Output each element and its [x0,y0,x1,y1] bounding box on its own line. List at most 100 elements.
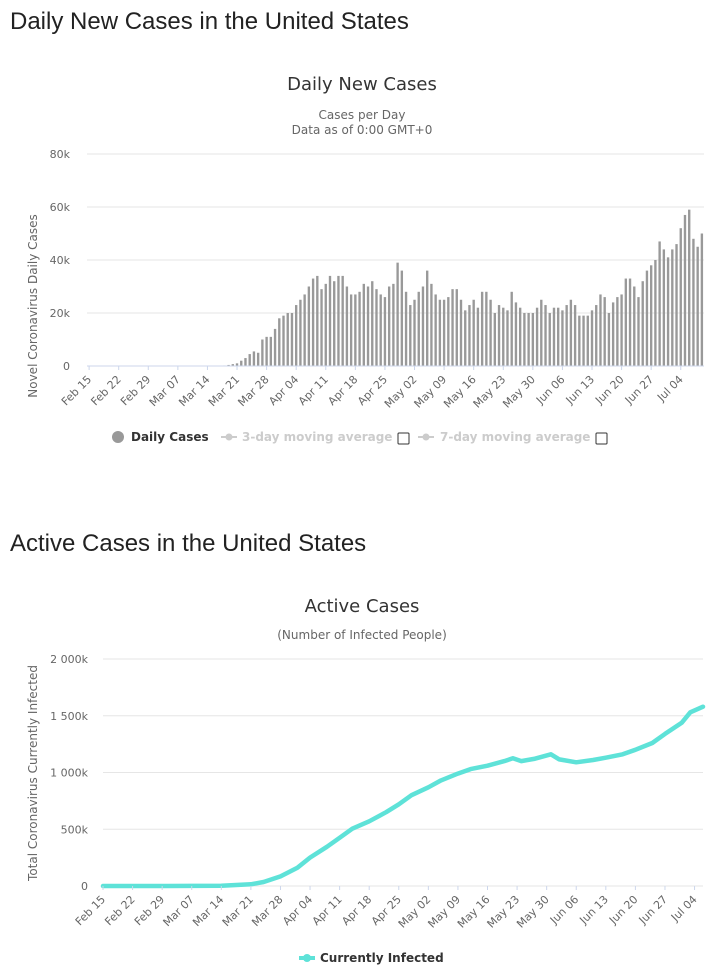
daily-cases-bar[interactable] [333,281,336,366]
daily-cases-bar[interactable] [421,286,425,367]
daily-cases-bar[interactable] [362,283,365,366]
daily-cases-bar[interactable] [535,307,539,366]
daily-cases-bar[interactable] [235,363,239,366]
daily-cases-bar[interactable] [383,297,387,366]
daily-cases-bar[interactable] [375,289,378,366]
daily-cases-bar[interactable] [400,270,404,366]
daily-cases-bar[interactable] [387,286,391,367]
daily-cases-bar[interactable] [345,286,349,367]
daily-cases-bar[interactable] [409,305,412,366]
daily-cases-bar[interactable] [645,270,649,366]
daily-cases-bar[interactable] [586,315,589,366]
daily-cases-bar[interactable] [540,299,543,366]
daily-cases-bar[interactable] [603,297,606,366]
daily-cases-bar[interactable] [349,294,353,366]
daily-cases-bar[interactable] [654,260,657,366]
legend-currently-infected[interactable]: Currently Infected [320,951,444,965]
daily-cases-bar[interactable] [696,246,699,366]
daily-cases-bar[interactable] [557,307,560,366]
daily-cases-bar[interactable] [548,313,551,366]
daily-cases-bar[interactable] [582,315,585,366]
daily-cases-bar[interactable] [320,289,323,366]
legend-7day-checkbox[interactable] [595,432,608,445]
daily-cases-bar[interactable] [269,336,273,366]
daily-cases-bar[interactable] [616,297,619,366]
daily-cases-bar[interactable] [497,305,501,366]
daily-cases-bar[interactable] [442,299,446,366]
daily-cases-bar[interactable] [295,305,298,366]
daily-cases-bar[interactable] [662,249,666,366]
legend-3day-checkbox[interactable] [397,432,410,445]
daily-cases-bar[interactable] [531,313,535,366]
daily-cases-bar[interactable] [337,275,340,366]
daily-cases-bar[interactable] [595,305,598,366]
daily-cases-bar[interactable] [392,283,395,366]
daily-cases-bar[interactable] [324,283,327,366]
daily-cases-bar[interactable] [426,270,429,366]
daily-cases-bar[interactable] [303,294,306,366]
daily-cases-bar[interactable] [434,294,437,366]
daily-cases-bar[interactable] [633,286,636,367]
daily-cases-bar[interactable] [649,265,653,366]
daily-cases-bar[interactable] [671,249,674,366]
legend-daily-cases-marker[interactable] [112,431,124,443]
daily-cases-bar[interactable] [430,283,433,366]
daily-cases-bar[interactable] [620,294,623,366]
daily-cases-bar[interactable] [510,291,513,366]
daily-cases-bar[interactable] [700,233,704,367]
daily-cases-bar[interactable] [358,291,361,366]
daily-cases-bar[interactable] [371,281,374,366]
legend-7day-moving-average[interactable]: 7-day moving average [440,430,590,444]
daily-cases-bar[interactable] [472,299,475,366]
daily-cases-bar[interactable] [451,289,454,366]
daily-cases-bar[interactable] [637,297,640,366]
daily-cases-bar[interactable] [565,305,568,366]
daily-cases-bar[interactable] [396,262,399,366]
daily-cases-bar[interactable] [231,364,234,366]
currently-infected-series-line[interactable] [100,704,706,889]
daily-cases-bar[interactable] [459,299,463,366]
daily-cases-bar[interactable] [447,297,450,366]
daily-cases-bar[interactable] [523,313,526,366]
daily-cases-bar[interactable] [599,294,602,366]
daily-cases-bar[interactable] [489,299,492,366]
daily-cases-bar[interactable] [679,228,682,366]
daily-cases-bar[interactable] [502,307,505,366]
daily-cases-bar[interactable] [278,318,281,366]
daily-cases-bar[interactable] [590,310,594,366]
legend-daily-cases[interactable]: Daily Cases [131,430,209,444]
daily-cases-bar[interactable] [286,313,289,366]
daily-cases-bar[interactable] [240,360,243,366]
daily-cases-bar[interactable] [455,289,458,366]
daily-cases-bar[interactable] [641,281,644,366]
daily-cases-bar[interactable] [413,299,416,366]
daily-cases-bar[interactable] [311,278,315,366]
daily-cases-bar[interactable] [248,354,251,366]
daily-cases-bar[interactable] [417,291,420,366]
daily-cases-bar[interactable] [379,294,382,366]
legend-currently-infected-marker[interactable] [303,954,311,962]
daily-cases-bar[interactable] [607,313,611,366]
daily-cases-bar[interactable] [578,315,581,366]
daily-cases-bar[interactable] [307,286,311,367]
daily-cases-bar[interactable] [256,352,260,366]
daily-cases-bar[interactable] [493,313,496,366]
daily-cases-bar[interactable] [299,299,302,366]
daily-cases-bar[interactable] [316,275,319,366]
daily-cases-bar[interactable] [290,313,294,366]
daily-cases-bar[interactable] [468,305,471,366]
daily-cases-bar[interactable] [476,307,480,366]
daily-cases-bar[interactable] [464,310,467,366]
daily-cases-bar[interactable] [688,209,691,366]
daily-cases-bar[interactable] [666,257,670,366]
daily-cases-bar[interactable] [628,278,632,366]
daily-cases-bar[interactable] [658,241,661,366]
daily-cases-bar[interactable] [328,275,332,366]
daily-cases-bar[interactable] [506,310,509,366]
daily-cases-bar[interactable] [544,305,547,366]
daily-cases-bar[interactable] [569,299,573,366]
daily-cases-bar[interactable] [438,299,442,366]
daily-cases-bar[interactable] [552,307,556,366]
daily-cases-bar[interactable] [273,328,277,366]
daily-cases-bar[interactable] [252,351,256,366]
